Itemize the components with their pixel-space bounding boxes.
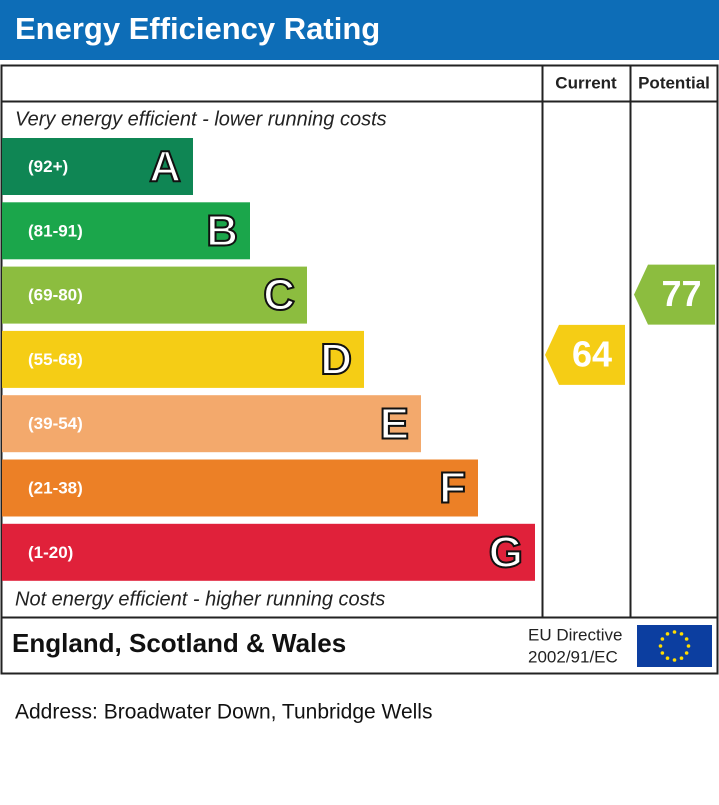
- band: [2, 266, 307, 324]
- band-range: (55-68): [28, 350, 83, 369]
- band-range: (81-91): [28, 221, 83, 240]
- band-letter: C: [263, 271, 295, 320]
- band-letter: B: [206, 206, 238, 255]
- star: [679, 656, 684, 660]
- eu-stars: [658, 630, 691, 662]
- star: [679, 632, 684, 636]
- column-header: Current: [555, 73, 617, 92]
- star: [672, 658, 677, 662]
- star: [665, 632, 670, 636]
- star: [684, 651, 689, 655]
- bottom-note: Not energy efficient - higher running co…: [15, 588, 385, 610]
- band: [2, 523, 535, 581]
- band-range: (69-80): [28, 286, 83, 305]
- star: [660, 637, 665, 641]
- star: [684, 637, 689, 641]
- rating-arrow: [634, 264, 715, 325]
- band-range: (39-54): [28, 414, 83, 433]
- column-header: Potential: [638, 73, 710, 92]
- star: [672, 630, 677, 634]
- frame: [0, 64, 719, 675]
- band-letter: E: [380, 399, 409, 448]
- directive: 2002/91/EC: [528, 647, 618, 666]
- address: Address: Broadwater Down, Tunbridge Well…: [15, 701, 432, 724]
- rating-value: 77: [661, 273, 701, 314]
- band-range: (92+): [28, 157, 68, 176]
- top-note: Very energy efficient - lower running co…: [15, 108, 387, 130]
- band-letter: G: [489, 528, 523, 577]
- band: [2, 395, 421, 453]
- band-range: (21-38): [28, 478, 83, 497]
- band-letter: D: [320, 335, 352, 384]
- star: [665, 656, 670, 660]
- directive: EU Directive: [528, 625, 622, 644]
- rating-value: 64: [572, 333, 612, 374]
- band: [2, 459, 478, 517]
- band-range: (1-20): [28, 543, 73, 562]
- band-letter: A: [149, 142, 181, 191]
- title: Energy Efficiency Rating: [15, 11, 380, 46]
- band: [2, 138, 193, 195]
- star: [660, 651, 665, 655]
- header-bar: [0, 0, 719, 60]
- star: [686, 644, 691, 648]
- band: [2, 202, 250, 260]
- band-letter: F: [439, 464, 466, 513]
- rating-arrow: [545, 324, 625, 385]
- band: [2, 330, 364, 388]
- star: [658, 644, 663, 648]
- region: England, Scotland & Wales: [12, 628, 346, 658]
